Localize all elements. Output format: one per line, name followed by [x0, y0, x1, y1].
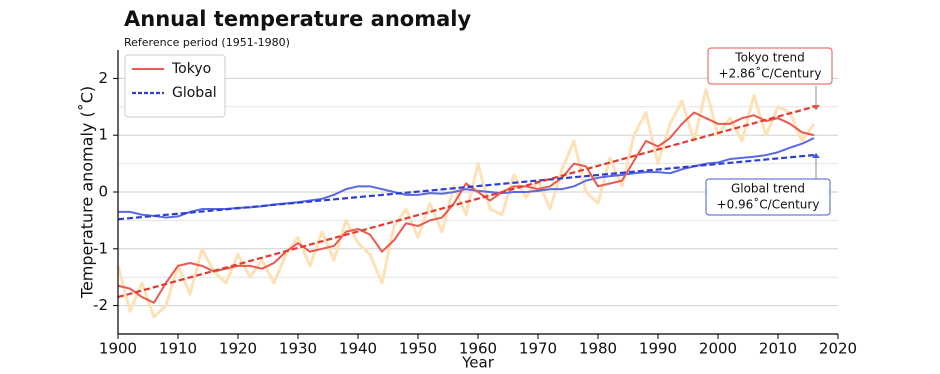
x-axis-label: Year [461, 354, 495, 372]
x-tick-label: 1930 [279, 340, 317, 358]
y-axis-label: Temperature anomaly (˚C) [78, 86, 97, 299]
x-tick-label: 2020 [819, 340, 857, 358]
series-line [117, 105, 815, 299]
x-tick-label: 1920 [219, 340, 257, 358]
legend: Tokyo Global [124, 54, 226, 118]
annotation-arrowhead [812, 153, 820, 158]
legend-box [124, 54, 226, 118]
annotation-text: +0.96˚C/Century [717, 197, 820, 212]
legend-label: Tokyo [171, 61, 211, 77]
y-tick-label: -1 [93, 239, 108, 257]
annotation-box [705, 178, 831, 216]
annotation-text: Global trend [731, 182, 805, 196]
x-tick-label: 1910 [159, 340, 197, 358]
annotation: Tokyo trend+2.86˚C/Century [707, 47, 833, 110]
legend-label: Global [172, 85, 217, 101]
series-line [117, 111, 815, 304]
annotation-arrowhead [812, 105, 820, 110]
x-tick-label: 2010 [759, 340, 797, 358]
x-tick-label: 1950 [399, 340, 437, 358]
x-tick-label: 1940 [339, 340, 377, 358]
x-tick-label: 1990 [639, 340, 677, 358]
x-tick-label: 1900 [99, 340, 137, 358]
y-tick-label: -2 [93, 296, 108, 314]
annotation-text: Tokyo trend [734, 51, 804, 65]
x-tick-label: 1980 [579, 340, 617, 358]
y-tick-label: 1 [98, 126, 108, 144]
chart-title: Annual temperature anomaly [124, 7, 471, 31]
x-tick-label: 1970 [519, 340, 557, 358]
x-tick-label: 2000 [699, 340, 737, 358]
annotation: Global trend+0.96˚C/Century [705, 153, 831, 216]
annotation-text: +2.86˚C/Century [719, 66, 822, 81]
chart-subtitle: Reference period (1951-1980) [124, 36, 290, 49]
y-tick-label: 2 [98, 69, 108, 87]
y-tick-label: 0 [98, 183, 108, 201]
series-line [118, 137, 815, 219]
series-line [116, 88, 816, 319]
x-tick-label: 1960 [459, 340, 497, 358]
annotation-box [707, 47, 833, 85]
